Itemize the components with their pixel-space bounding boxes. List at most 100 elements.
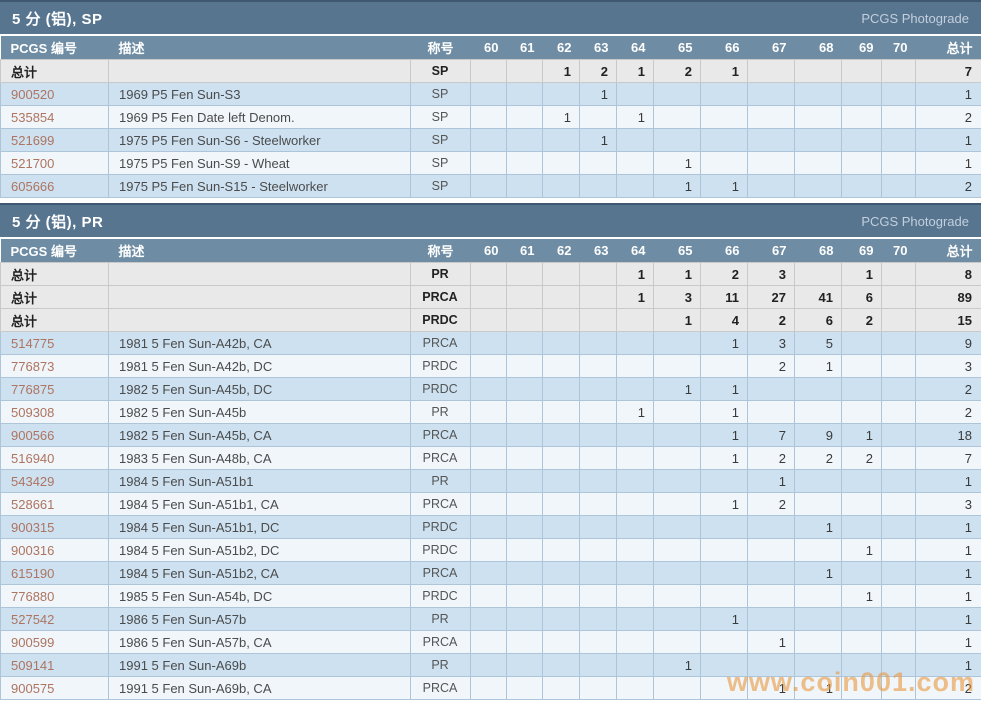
pcgs-number-link[interactable]: 776875 xyxy=(11,381,55,397)
designation-cell: PRDC xyxy=(410,538,471,562)
cell-row-total: 1 xyxy=(915,151,981,175)
cell-grade-65 xyxy=(653,630,701,654)
pcgs-number-link[interactable]: 535854 xyxy=(11,109,55,125)
designation-cell: PRDC xyxy=(410,584,471,608)
pcgs-number-cell: 900566 xyxy=(0,423,109,447)
cell-grade-68 xyxy=(794,630,842,654)
cell-grade-60 xyxy=(470,262,507,286)
cell-grade-61 xyxy=(506,630,543,654)
pcgs-number-link[interactable]: 900599 xyxy=(11,634,55,650)
pcgs-number-link[interactable]: 509308 xyxy=(11,404,55,420)
pcgs-number-cell: 900575 xyxy=(0,676,109,700)
cell-grade-64 xyxy=(616,561,654,585)
table-row: 514775 1981 5 Fen Sun-A42b, CA PRCA 1 3 5 9 xyxy=(0,331,981,355)
total-row-designation: PRCA xyxy=(410,285,471,309)
pcgs-number-link[interactable]: 521699 xyxy=(11,132,55,148)
pcgs-number-link[interactable]: 528661 xyxy=(11,496,55,512)
cell-grade-64: 1 xyxy=(616,59,654,83)
pcgs-number-link[interactable]: 521700 xyxy=(11,155,55,171)
cell-grade-61 xyxy=(506,59,543,83)
pcgs-number-cell: 509308 xyxy=(0,400,109,424)
total-row: 总计 PRDC 1 4 2 6 2 15 xyxy=(0,308,981,332)
designation-cell: PR xyxy=(410,607,471,631)
cell-grade-65 xyxy=(653,469,701,493)
cell-grade-66: 1 xyxy=(700,492,748,516)
cell-grade-68 xyxy=(794,59,842,83)
cell-grade-70 xyxy=(881,423,916,447)
cell-grade-67: 27 xyxy=(747,285,795,309)
cell-grade-64: 1 xyxy=(616,262,654,286)
cell-grade-65 xyxy=(653,105,701,129)
pcgs-number-link[interactable]: 900566 xyxy=(11,427,55,443)
cell-grade-70 xyxy=(881,59,916,83)
cell-grade-62 xyxy=(542,423,580,447)
coin-description: 1981 5 Fen Sun-A42b, DC xyxy=(108,354,411,378)
pcgs-number-link[interactable]: 516940 xyxy=(11,450,55,466)
cell-grade-60 xyxy=(470,285,507,309)
coin-description: 1982 5 Fen Sun-A45b xyxy=(108,400,411,424)
cell-grade-70 xyxy=(881,492,916,516)
cell-grade-61 xyxy=(506,174,543,198)
pcgs-number-cell: 900315 xyxy=(0,515,109,539)
cell-grade-60 xyxy=(470,676,507,700)
coin-description: 1982 5 Fen Sun-A45b, CA xyxy=(108,423,411,447)
cell-grade-66: 1 xyxy=(700,59,748,83)
cell-grade-65 xyxy=(653,400,701,424)
col-header-designation: 称号 xyxy=(410,36,471,60)
cell-grade-61 xyxy=(506,105,543,129)
cell-grade-62 xyxy=(542,653,580,677)
cell-grade-69: 1 xyxy=(841,538,882,562)
cell-grade-61 xyxy=(506,400,543,424)
coin-description: 1991 5 Fen Sun-A69b, CA xyxy=(108,676,411,700)
cell-grade-66: 1 xyxy=(700,423,748,447)
cell-grade-66: 1 xyxy=(700,607,748,631)
cell-grade-62 xyxy=(542,446,580,470)
pcgs-number-link[interactable]: 900316 xyxy=(11,542,55,558)
cell-grade-65: 2 xyxy=(653,59,701,83)
col-header-grade-68: 68 xyxy=(794,239,842,263)
cell-grade-63 xyxy=(579,174,617,198)
pcgs-number-link[interactable]: 509141 xyxy=(11,657,55,673)
cell-grade-60 xyxy=(470,151,507,175)
pcgs-number-link[interactable]: 900520 xyxy=(11,86,55,102)
cell-grade-69 xyxy=(841,82,882,106)
cell-grade-60 xyxy=(470,630,507,654)
cell-row-total: 8 xyxy=(915,262,981,286)
cell-grade-60 xyxy=(470,607,507,631)
designation-cell: PR xyxy=(410,653,471,677)
pcgs-number-link[interactable]: 543429 xyxy=(11,473,55,489)
table-row: 776880 1985 5 Fen Sun-A54b, DC PRDC 1 1 xyxy=(0,584,981,608)
pcgs-number-link[interactable]: 900315 xyxy=(11,519,55,535)
col-header-grade-70: 70 xyxy=(881,239,916,263)
pcgs-number-link[interactable]: 776880 xyxy=(11,588,55,604)
cell-grade-69 xyxy=(841,105,882,129)
cell-grade-67 xyxy=(747,59,795,83)
cell-grade-61 xyxy=(506,331,543,355)
total-row-label: 总计 xyxy=(0,59,109,83)
cell-grade-60 xyxy=(470,354,507,378)
table-row: 528661 1984 5 Fen Sun-A51b1, CA PRCA 1 2 3 xyxy=(0,492,981,516)
pcgs-number-link[interactable]: 605666 xyxy=(11,178,55,194)
cell-grade-70 xyxy=(881,262,916,286)
cell-grade-69 xyxy=(841,607,882,631)
designation-cell: PRDC xyxy=(410,515,471,539)
col-header-grade-67: 67 xyxy=(747,239,795,263)
cell-grade-70 xyxy=(881,515,916,539)
pcgs-number-link[interactable]: 615190 xyxy=(11,565,55,581)
cell-grade-64 xyxy=(616,151,654,175)
cell-grade-67: 2 xyxy=(747,492,795,516)
col-header-grade-70: 70 xyxy=(881,36,916,60)
cell-grade-62: 1 xyxy=(542,105,580,129)
cell-grade-63: 2 xyxy=(579,59,617,83)
cell-grade-65 xyxy=(653,561,701,585)
cell-grade-70 xyxy=(881,331,916,355)
col-header-grade-63: 63 xyxy=(579,36,617,60)
col-header-grade-61: 61 xyxy=(506,239,543,263)
cell-grade-66: 1 xyxy=(700,174,748,198)
pcgs-number-cell: 900520 xyxy=(0,82,109,106)
pcgs-number-link[interactable]: 776873 xyxy=(11,358,55,374)
pcgs-number-link[interactable]: 527542 xyxy=(11,611,55,627)
pcgs-number-link[interactable]: 900575 xyxy=(11,680,55,696)
pcgs-number-link[interactable]: 514775 xyxy=(11,335,55,351)
cell-grade-61 xyxy=(506,354,543,378)
